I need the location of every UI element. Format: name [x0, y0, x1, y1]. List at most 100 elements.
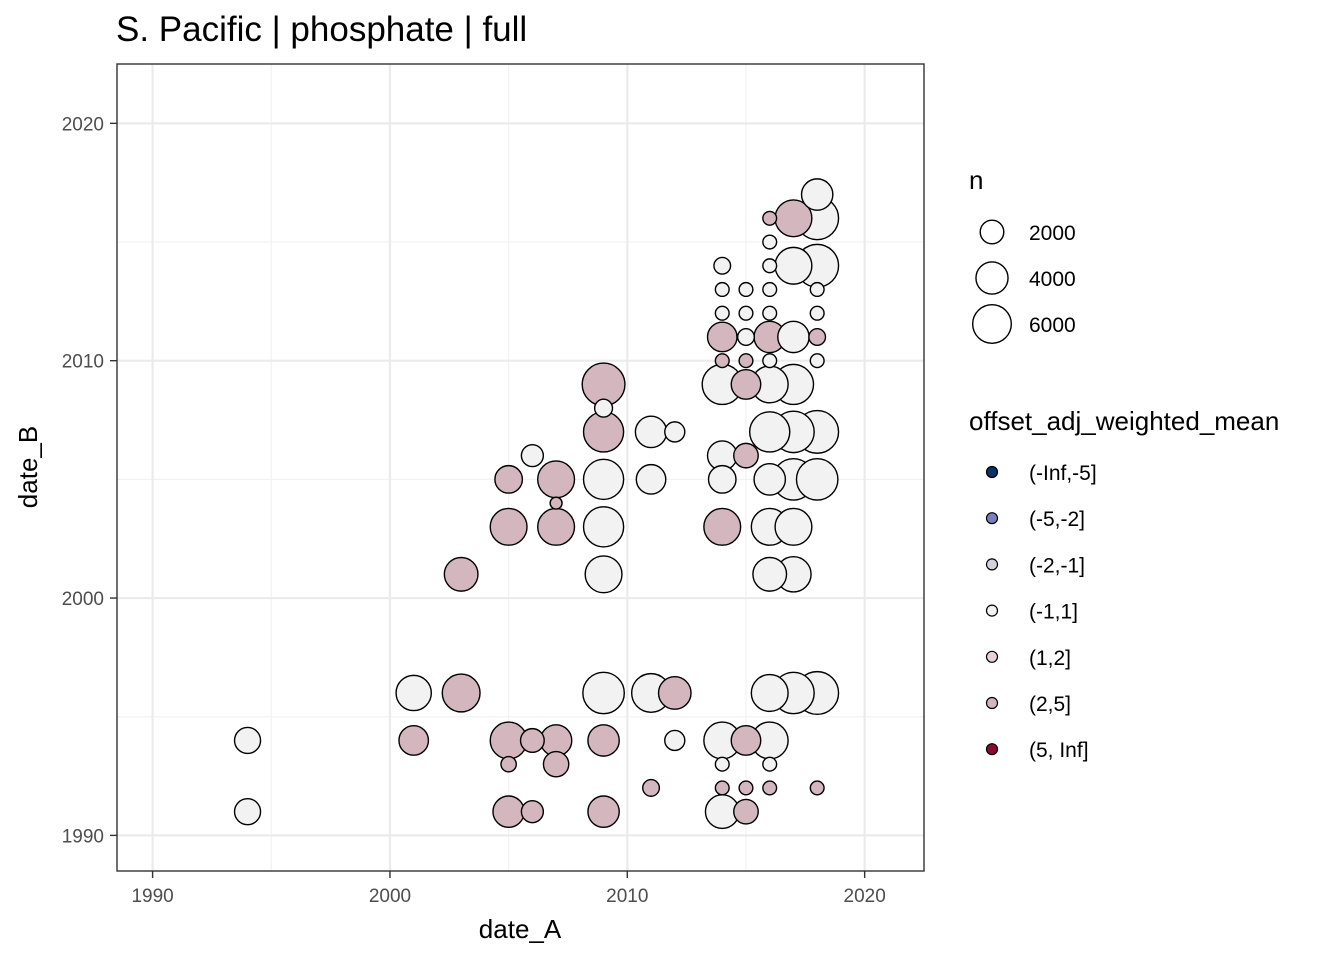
data-point [753, 463, 787, 496]
data-point [398, 725, 430, 756]
data-point [774, 507, 813, 546]
data-point [714, 305, 730, 321]
legend-size-key [979, 219, 1005, 245]
legend-size-label: 2000 [1029, 222, 1076, 245]
data-point [762, 756, 778, 772]
data-point [664, 729, 686, 752]
data-point [537, 460, 576, 499]
data-point [443, 556, 479, 592]
legend-color-key [985, 512, 999, 525]
data-point [750, 673, 789, 713]
data-point [762, 353, 778, 369]
data-point [736, 327, 756, 346]
data-point [800, 178, 834, 211]
data-point [582, 506, 625, 548]
data-point [642, 778, 661, 797]
legend-color: offset_adj_weighted_mean (-Inf,-5] (-5,-2… [969, 406, 1279, 762]
data-point [738, 780, 754, 796]
legend-size-title: n [969, 165, 983, 195]
x-axis-title: date_A [479, 914, 562, 944]
y-tick-label: 2000 [62, 589, 104, 610]
data-point [519, 727, 545, 753]
legend-color-key [985, 696, 999, 710]
data-point [492, 795, 525, 829]
data-point [706, 321, 738, 353]
data-point [730, 368, 762, 400]
legend-color-label: (2,5] [1029, 693, 1071, 716]
grid-major [117, 64, 924, 871]
legend-color-label: (-2,-1] [1029, 554, 1085, 577]
legend-color-key [985, 604, 999, 617]
x-tick-label: 1990 [131, 886, 173, 907]
legend-color-label: (-5,-2] [1029, 508, 1085, 531]
x-axis: 1990 2000 2010 2020 [131, 871, 886, 907]
data-point [233, 726, 262, 755]
legend-color-key [985, 465, 999, 479]
data-point [774, 246, 813, 285]
data-point [733, 798, 759, 825]
legend-color-key [985, 558, 999, 571]
data-point [714, 780, 730, 796]
data-point [808, 327, 827, 346]
legend-color-key [985, 743, 999, 756]
data-point [730, 725, 762, 756]
x-tick-label: 2020 [844, 886, 886, 907]
data-point [635, 463, 667, 495]
legend-size-key [975, 261, 1009, 295]
data-point [809, 780, 825, 796]
data-point [777, 320, 810, 354]
legend-color-label: (1,2] [1029, 647, 1071, 670]
data-point [748, 411, 791, 453]
data-point [809, 353, 825, 369]
data-point [664, 421, 686, 443]
data-point [520, 443, 545, 468]
data-point [714, 353, 730, 369]
data-point [500, 755, 517, 773]
y-tick-label: 1990 [62, 826, 104, 847]
plot-border [116, 63, 925, 872]
data-point [494, 464, 524, 494]
chart-title: S. Pacific | phosphate | full [116, 10, 527, 49]
data-point [489, 507, 528, 546]
data-point [809, 281, 825, 298]
legend-size-key [971, 303, 1013, 345]
y-tick-label: 2020 [62, 114, 104, 135]
data-point [233, 797, 262, 826]
legend-color-key [985, 650, 999, 663]
data-point [441, 673, 481, 713]
data-point [395, 674, 433, 712]
legend-color-title: offset_adj_weighted_mean [969, 406, 1279, 436]
data-point [582, 458, 625, 501]
x-tick-label: 2010 [606, 886, 648, 907]
data-point [733, 442, 759, 469]
data-point [542, 750, 570, 778]
y-axis-title: date_B [13, 426, 43, 508]
legend-size: n 2000 4000 6000 [969, 165, 1076, 345]
data-point [762, 234, 778, 250]
data-point [657, 676, 692, 710]
data-point [738, 353, 754, 369]
data-point [593, 398, 614, 418]
data-point [762, 305, 778, 321]
data-point [582, 671, 625, 715]
data-point [537, 507, 576, 546]
legend-size-label: 4000 [1029, 268, 1076, 291]
data-point [809, 305, 825, 321]
legend-color-label: (-Inf,-5] [1029, 462, 1097, 485]
data-point [714, 756, 730, 772]
data-point [762, 780, 778, 796]
data-point [549, 496, 563, 510]
data-point [762, 281, 778, 298]
data-point [762, 258, 778, 274]
data-point [584, 555, 623, 594]
data-point [738, 281, 754, 298]
data-point [713, 256, 732, 275]
data-point [520, 799, 545, 824]
legend-color-label: (5, Inf] [1029, 739, 1089, 762]
data-point [714, 281, 730, 298]
data-point [582, 411, 625, 453]
data-points [233, 178, 840, 830]
data-point [587, 795, 620, 829]
legend-color-label: (-1,1] [1029, 601, 1078, 624]
